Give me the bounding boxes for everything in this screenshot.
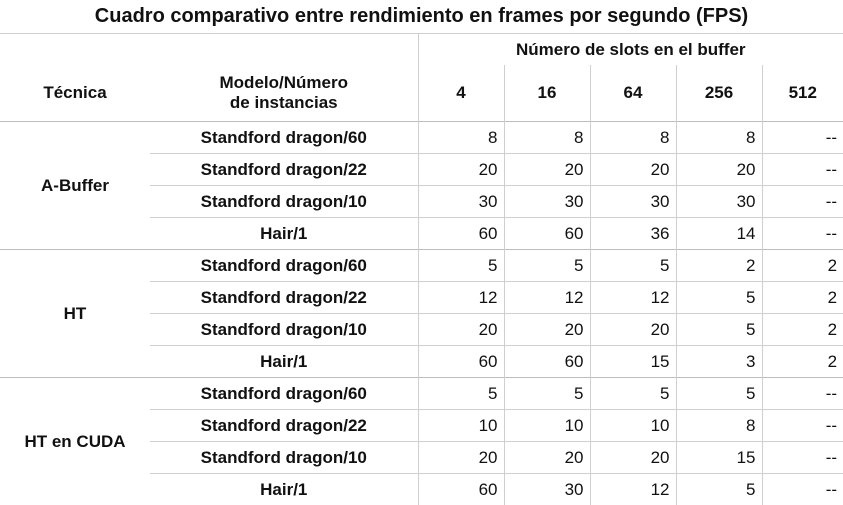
fps-value-cell: 20 — [590, 314, 676, 346]
fps-value-cell: 60 — [504, 218, 590, 250]
slot-header-256: 256 — [676, 65, 762, 122]
fps-value-cell: 5 — [676, 314, 762, 346]
slot-header-4: 4 — [418, 65, 504, 122]
fps-value-cell: 30 — [590, 186, 676, 218]
header-row-columns: Técnica Modelo/Número de instancias 4 16… — [0, 65, 843, 122]
fps-value-cell: 20 — [504, 314, 590, 346]
fps-value-cell: 8 — [676, 410, 762, 442]
fps-value-cell: 5 — [676, 282, 762, 314]
fps-value-cell: 2 — [762, 282, 843, 314]
fps-value-cell: 20 — [504, 442, 590, 474]
fps-value-cell: 30 — [504, 186, 590, 218]
fps-value-cell: 60 — [418, 474, 504, 505]
model-cell: Hair/1 — [150, 474, 418, 505]
fps-value-cell: 2 — [762, 346, 843, 378]
fps-value-cell: -- — [762, 474, 843, 505]
model-cell: Standford dragon/10 — [150, 442, 418, 474]
model-cell: Standford dragon/10 — [150, 314, 418, 346]
fps-value-cell: 20 — [504, 154, 590, 186]
fps-value-cell: 8 — [418, 122, 504, 154]
fps-value-cell: -- — [762, 442, 843, 474]
fps-value-cell: 2 — [676, 250, 762, 282]
fps-value-cell: 60 — [418, 218, 504, 250]
fps-value-cell: 5 — [418, 250, 504, 282]
fps-value-cell: 14 — [676, 218, 762, 250]
slot-header-512: 512 — [762, 65, 843, 122]
technique-cell: HT en CUDA — [0, 378, 150, 505]
fps-value-cell: 8 — [590, 122, 676, 154]
fps-value-cell: 5 — [590, 250, 676, 282]
fps-value-cell: 2 — [762, 314, 843, 346]
fps-value-cell: 10 — [504, 410, 590, 442]
fps-comparison-table: Número de slots en el buffer Técnica Mod… — [0, 33, 843, 505]
fps-value-cell: 60 — [418, 346, 504, 378]
fps-value-cell: 5 — [504, 378, 590, 410]
fps-value-cell: -- — [762, 154, 843, 186]
fps-value-cell: 15 — [590, 346, 676, 378]
fps-value-cell: 2 — [762, 250, 843, 282]
model-cell: Standford dragon/60 — [150, 250, 418, 282]
header-row-slots: Número de slots en el buffer — [0, 34, 843, 66]
fps-value-cell: 8 — [504, 122, 590, 154]
fps-value-cell: 20 — [590, 442, 676, 474]
technique-header: Técnica — [0, 65, 150, 122]
model-cell: Hair/1 — [150, 346, 418, 378]
slot-header-64: 64 — [590, 65, 676, 122]
model-cell: Hair/1 — [150, 218, 418, 250]
fps-value-cell: 5 — [676, 474, 762, 505]
header-spacer — [0, 34, 418, 66]
model-cell: Standford dragon/60 — [150, 378, 418, 410]
fps-value-cell: -- — [762, 186, 843, 218]
fps-value-cell: 12 — [590, 282, 676, 314]
fps-value-cell: 30 — [676, 186, 762, 218]
fps-value-cell: -- — [762, 410, 843, 442]
fps-value-cell: 5 — [418, 378, 504, 410]
slot-header-16: 16 — [504, 65, 590, 122]
fps-value-cell: 20 — [676, 154, 762, 186]
fps-value-cell: 5 — [676, 378, 762, 410]
fps-value-cell: 15 — [676, 442, 762, 474]
model-header: Modelo/Número de instancias — [150, 65, 418, 122]
fps-value-cell: 12 — [504, 282, 590, 314]
fps-value-cell: -- — [762, 218, 843, 250]
model-cell: Standford dragon/22 — [150, 410, 418, 442]
model-cell: Standford dragon/22 — [150, 154, 418, 186]
fps-value-cell: 20 — [418, 314, 504, 346]
fps-value-cell: 10 — [418, 410, 504, 442]
fps-value-cell: 20 — [418, 442, 504, 474]
fps-value-cell: 5 — [590, 378, 676, 410]
model-cell: Standford dragon/10 — [150, 186, 418, 218]
fps-value-cell: 12 — [418, 282, 504, 314]
technique-cell: HT — [0, 250, 150, 378]
fps-value-cell: 10 — [590, 410, 676, 442]
technique-cell: A-Buffer — [0, 122, 150, 250]
fps-value-cell: 30 — [418, 186, 504, 218]
fps-value-cell: 3 — [676, 346, 762, 378]
model-cell: Standford dragon/22 — [150, 282, 418, 314]
model-cell: Standford dragon/60 — [150, 122, 418, 154]
fps-value-cell: 36 — [590, 218, 676, 250]
fps-value-cell: 30 — [504, 474, 590, 505]
fps-value-cell: 5 — [504, 250, 590, 282]
fps-value-cell: -- — [762, 378, 843, 410]
slots-caption: Número de slots en el buffer — [418, 34, 843, 66]
fps-value-cell: 20 — [590, 154, 676, 186]
fps-value-cell: 8 — [676, 122, 762, 154]
table-title: Cuadro comparativo entre rendimiento en … — [0, 0, 843, 32]
fps-value-cell: 20 — [418, 154, 504, 186]
fps-value-cell: 12 — [590, 474, 676, 505]
fps-value-cell: 60 — [504, 346, 590, 378]
fps-value-cell: -- — [762, 122, 843, 154]
